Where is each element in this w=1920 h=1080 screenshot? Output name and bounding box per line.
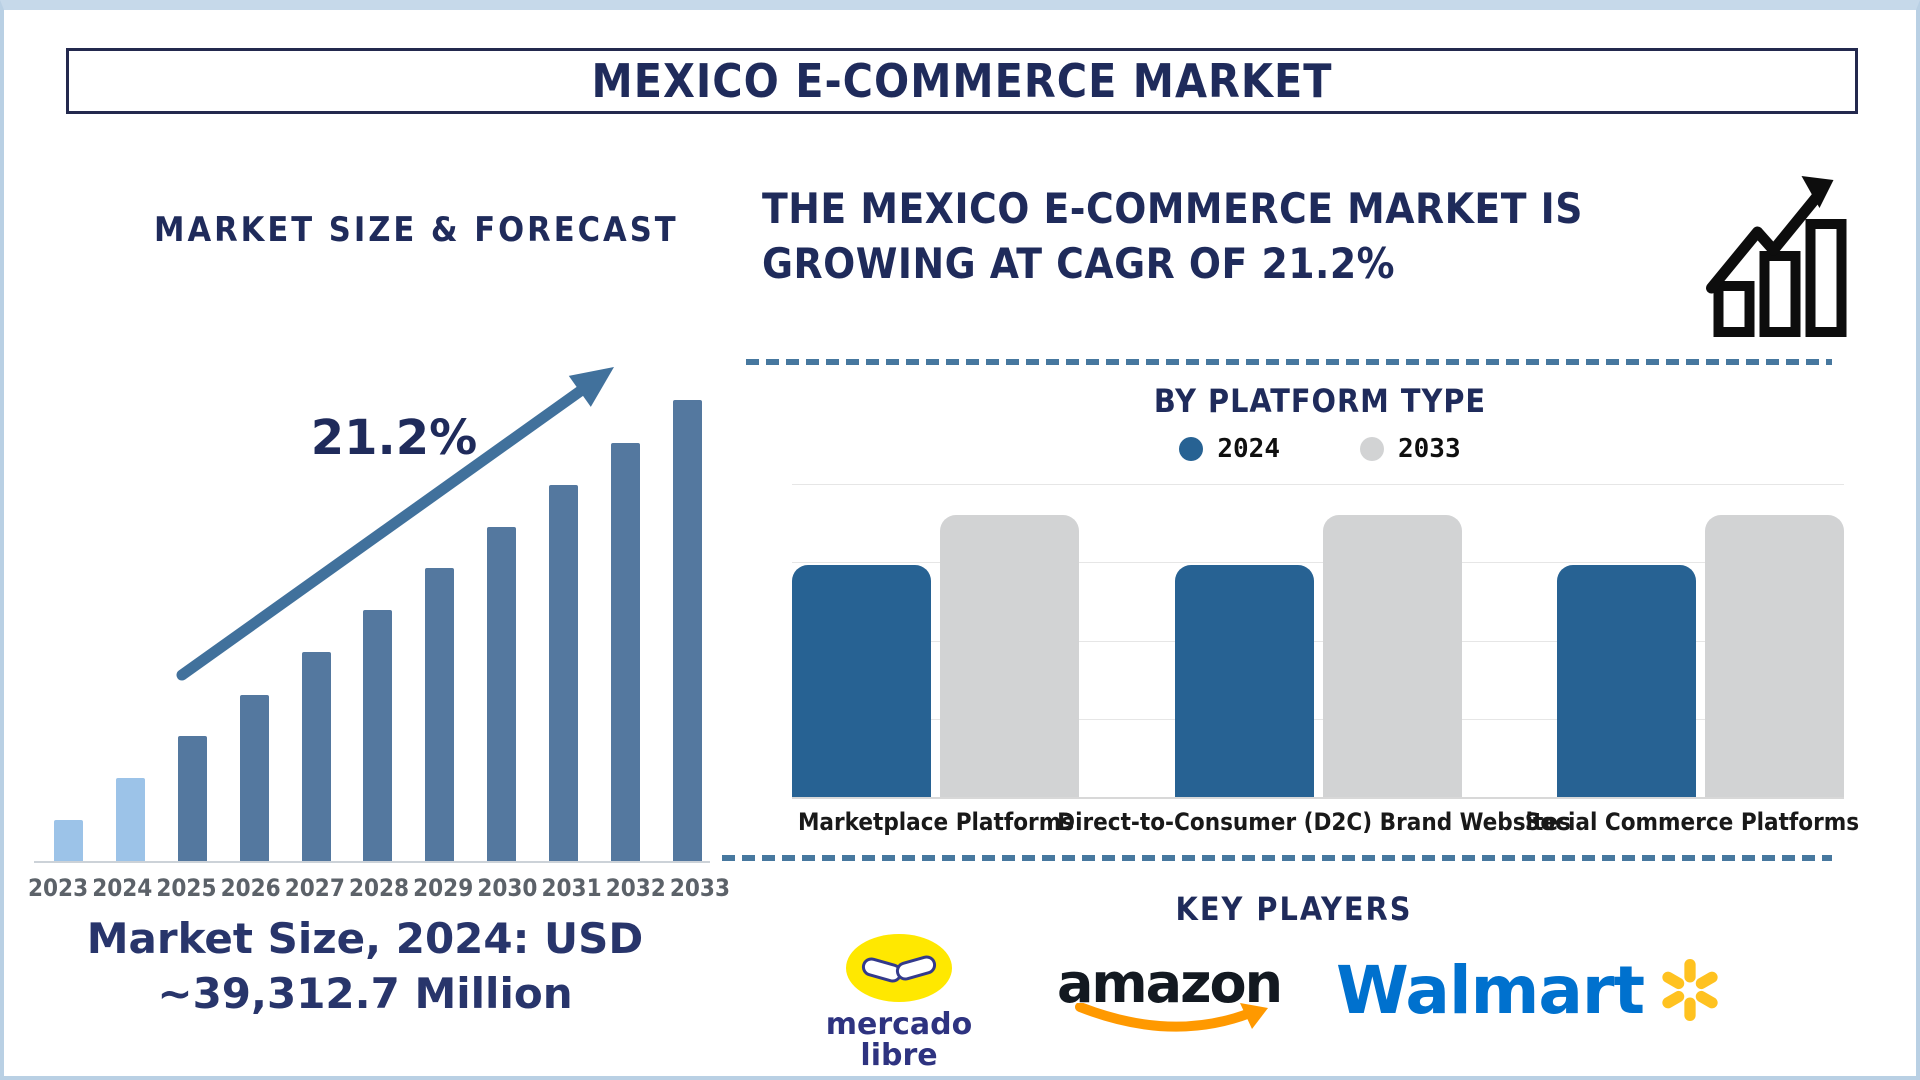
mercadolibre-wordmark-line1: mercado (825, 1007, 973, 1042)
title-banner: MEXICO E-COMMERCE MARKET (66, 48, 1858, 114)
walmart-wordmark: Walmart (1335, 951, 1645, 1029)
forecast-bar-2023 (54, 819, 83, 861)
walmart-spark-icon (1662, 958, 1718, 1022)
dashed-divider-bottom (722, 855, 1832, 861)
forecast-bar-2032 (611, 442, 641, 861)
growth-statement-line1: THE MEXICO E-COMMERCE MARKET IS (762, 184, 1583, 233)
year-label: 2031 (541, 874, 602, 902)
year-label: 2028 (348, 874, 410, 902)
platform-bar-chart (792, 484, 1844, 799)
platform-legend: 2024 2033 (802, 434, 1838, 464)
trend-arrow-icon (176, 367, 614, 681)
amazon-logo: amazon (1044, 952, 1294, 1041)
category-label: Social Commerce Platforms (1524, 808, 1860, 836)
platform-chart-title: BY PLATFORM TYPE (1153, 382, 1487, 420)
platform-bar-groups (792, 484, 1844, 797)
market-size-caption: Market Size, 2024: USD ~39,312.7 Million (40, 912, 690, 1021)
year-label: 2026 (220, 874, 281, 902)
forecast-bar-2024 (115, 778, 145, 861)
forecast-heading: MARKET SIZE & FORECAST (154, 210, 679, 250)
year-label: 2033 (669, 874, 730, 902)
forecast-bar-2029 (425, 567, 455, 861)
forecast-bar-2025 (177, 736, 207, 861)
platform-group-3 (1557, 484, 1844, 797)
key-players-heading: KEY PLAYERS (1175, 890, 1413, 928)
gridline (792, 640, 1844, 642)
platform-x-axis (792, 797, 1844, 799)
legend-dot-2024 (1179, 437, 1204, 461)
platform-bar-2024 (792, 565, 931, 797)
forecast-bar-2031 (549, 484, 579, 861)
forecast-year-labels: 2023 2024 2025 2026 2027 2028 2029 2030 2031 2032… (28, 874, 730, 902)
growth-statement: THE MEXICO E-COMMERCE MARKET IS GROWING … (762, 182, 1682, 291)
cagr-annotation: 21.2% (310, 410, 478, 466)
year-label: 2027 (284, 874, 345, 902)
platform-group-1 (792, 484, 1079, 797)
year-label: 2024 (92, 874, 153, 902)
gridline (792, 484, 1844, 485)
legend-label: 2033 (1398, 434, 1461, 464)
legend-item-2024: 2024 (1179, 434, 1280, 464)
platform-group-2 (1174, 484, 1462, 797)
mercadolibre-logo: mercado libre (799, 932, 999, 1071)
amazon-wordmark: amazon (1056, 952, 1283, 1015)
forecast-bar-2026 (239, 695, 269, 861)
growth-statement-line2: GROWING AT CAGR OF 21.2% (762, 238, 1396, 288)
market-size-caption-line2: ~39,312.7 Million (157, 968, 573, 1018)
forecast-bar-2033 (672, 400, 702, 861)
year-label: 2029 (413, 874, 474, 902)
year-label: 2023 (28, 874, 89, 902)
amazon-smile-icon (1075, 1002, 1268, 1032)
mercadolibre-wordmark-line2: libre (860, 1037, 938, 1073)
forecast-bar-2027 (301, 652, 331, 861)
platform-bar-2033 (1322, 515, 1462, 797)
platform-bar-2033 (1705, 515, 1844, 797)
mercadolibre-handshake-icon (846, 934, 952, 1002)
legend-label: 2024 (1217, 434, 1280, 464)
legend-item-2033: 2033 (1360, 434, 1461, 464)
category-label: Marketplace Platforms (797, 808, 1075, 836)
dashed-divider-top (746, 359, 1832, 365)
walmart-logo: Walmart (1334, 940, 1724, 1040)
legend-dot-2033 (1360, 437, 1384, 461)
year-label: 2030 (477, 874, 538, 902)
forecast-bar-chart (48, 400, 708, 861)
year-label: 2025 (156, 874, 217, 902)
platform-bar-2024 (1174, 565, 1314, 797)
year-label: 2032 (605, 874, 666, 902)
category-label: Direct-to-Consumer (D2C) Brand Websites (1057, 808, 1571, 836)
gridline (792, 562, 1844, 564)
forecast-bar-2030 (487, 526, 517, 861)
page-title: MEXICO E-COMMERCE MARKET (591, 54, 1333, 108)
growth-chart-icon (1706, 176, 1847, 337)
market-size-caption-line1: Market Size, 2024: USD (86, 914, 644, 963)
platform-bar-2033 (940, 515, 1079, 797)
forecast-x-axis (34, 861, 710, 863)
forecast-bar-2028 (363, 610, 393, 861)
gridline (792, 718, 1844, 720)
platform-bar-2024 (1557, 565, 1696, 797)
